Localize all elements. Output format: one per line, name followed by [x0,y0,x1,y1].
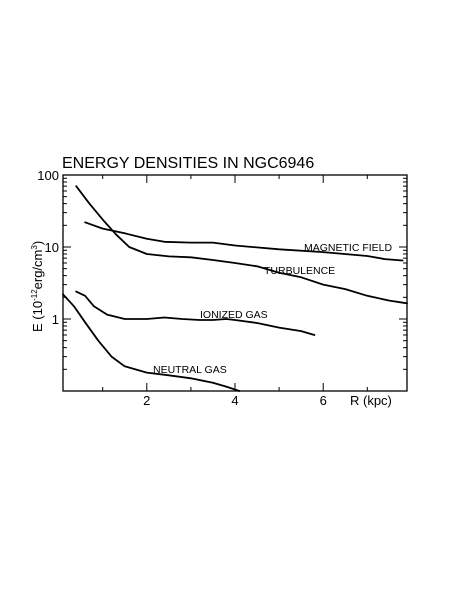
series-line-turbulence [75,185,408,305]
series-line-ionized-gas [75,290,316,336]
y-tick-label: 100 [37,168,59,183]
series-lines [62,185,408,392]
y-axis-label: E (10-12erg/cm3) [30,241,45,332]
series-line-magnetic-field [84,221,404,262]
chart-title: ENERGY DENSITIES IN NGC6946 [62,155,314,172]
y-tick-labels: 1 10 100 [37,168,59,327]
x-tick-label: 2 [143,393,150,408]
x-axis-label: R (kpc) [350,393,392,408]
x-tick-label: 6 [320,393,327,408]
axis-ticks [63,174,407,392]
series-label-turbulence: TURBULENCE [264,265,335,277]
y-tick-label: 1 [52,312,59,327]
x-tick-labels: 2 4 6 [143,393,327,408]
series-line-neutral-gas [62,293,241,392]
x-tick-label: 4 [231,393,238,408]
y-tick-label: 10 [45,240,59,255]
series-label-neutral-gas: NEUTRAL GAS [153,364,227,376]
series-label-magnetic-field: MAGNETIC FIELD [304,242,393,254]
series-label-ionized-gas: IONIZED GAS [200,309,268,321]
